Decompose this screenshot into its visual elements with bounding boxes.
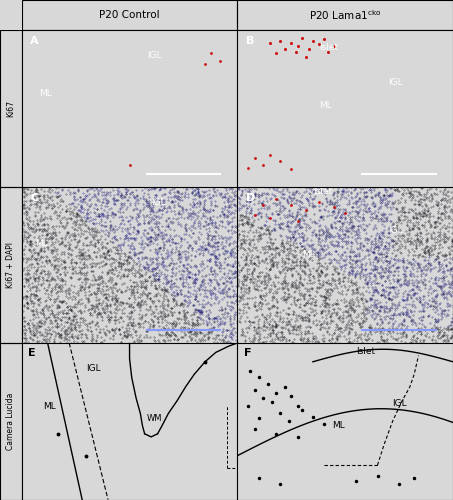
- Bar: [22, 0, 237, 30]
- Text: IGL: IGL: [393, 398, 407, 407]
- Text: ML: ML: [302, 250, 315, 259]
- Text: WM: WM: [147, 414, 162, 424]
- Bar: [237, 0, 453, 30]
- Text: ML: ML: [35, 239, 48, 248]
- Text: ML: ML: [39, 88, 52, 98]
- Text: ML: ML: [43, 402, 56, 410]
- Text: F: F: [244, 348, 251, 358]
- Text: C: C: [30, 193, 39, 203]
- Bar: [0, 344, 22, 500]
- Text: IGL: IGL: [147, 51, 161, 60]
- Text: ML: ML: [319, 101, 332, 110]
- Text: B: B: [246, 36, 255, 46]
- Text: ML: ML: [332, 420, 345, 430]
- Text: A: A: [30, 36, 39, 46]
- Text: P20 Control: P20 Control: [99, 10, 160, 20]
- Text: IGL: IGL: [151, 198, 166, 207]
- Text: Islet: Islet: [313, 188, 332, 196]
- Text: E: E: [28, 348, 36, 358]
- Text: Camera Lucida: Camera Lucida: [6, 393, 15, 450]
- Text: Ki67 + DAPI: Ki67 + DAPI: [6, 242, 15, 288]
- Text: P20 Lama1$^{\rm cko}$: P20 Lama1$^{\rm cko}$: [309, 8, 381, 22]
- Text: IGL: IGL: [388, 226, 403, 235]
- Text: IGL: IGL: [388, 78, 403, 87]
- Text: Islet: Islet: [319, 44, 338, 52]
- Bar: [0, 186, 22, 344]
- Text: D: D: [246, 193, 255, 203]
- Text: Ki67: Ki67: [6, 100, 15, 117]
- Text: Islet: Islet: [356, 347, 375, 356]
- Bar: [0, 30, 22, 186]
- Text: IGL: IGL: [87, 364, 101, 373]
